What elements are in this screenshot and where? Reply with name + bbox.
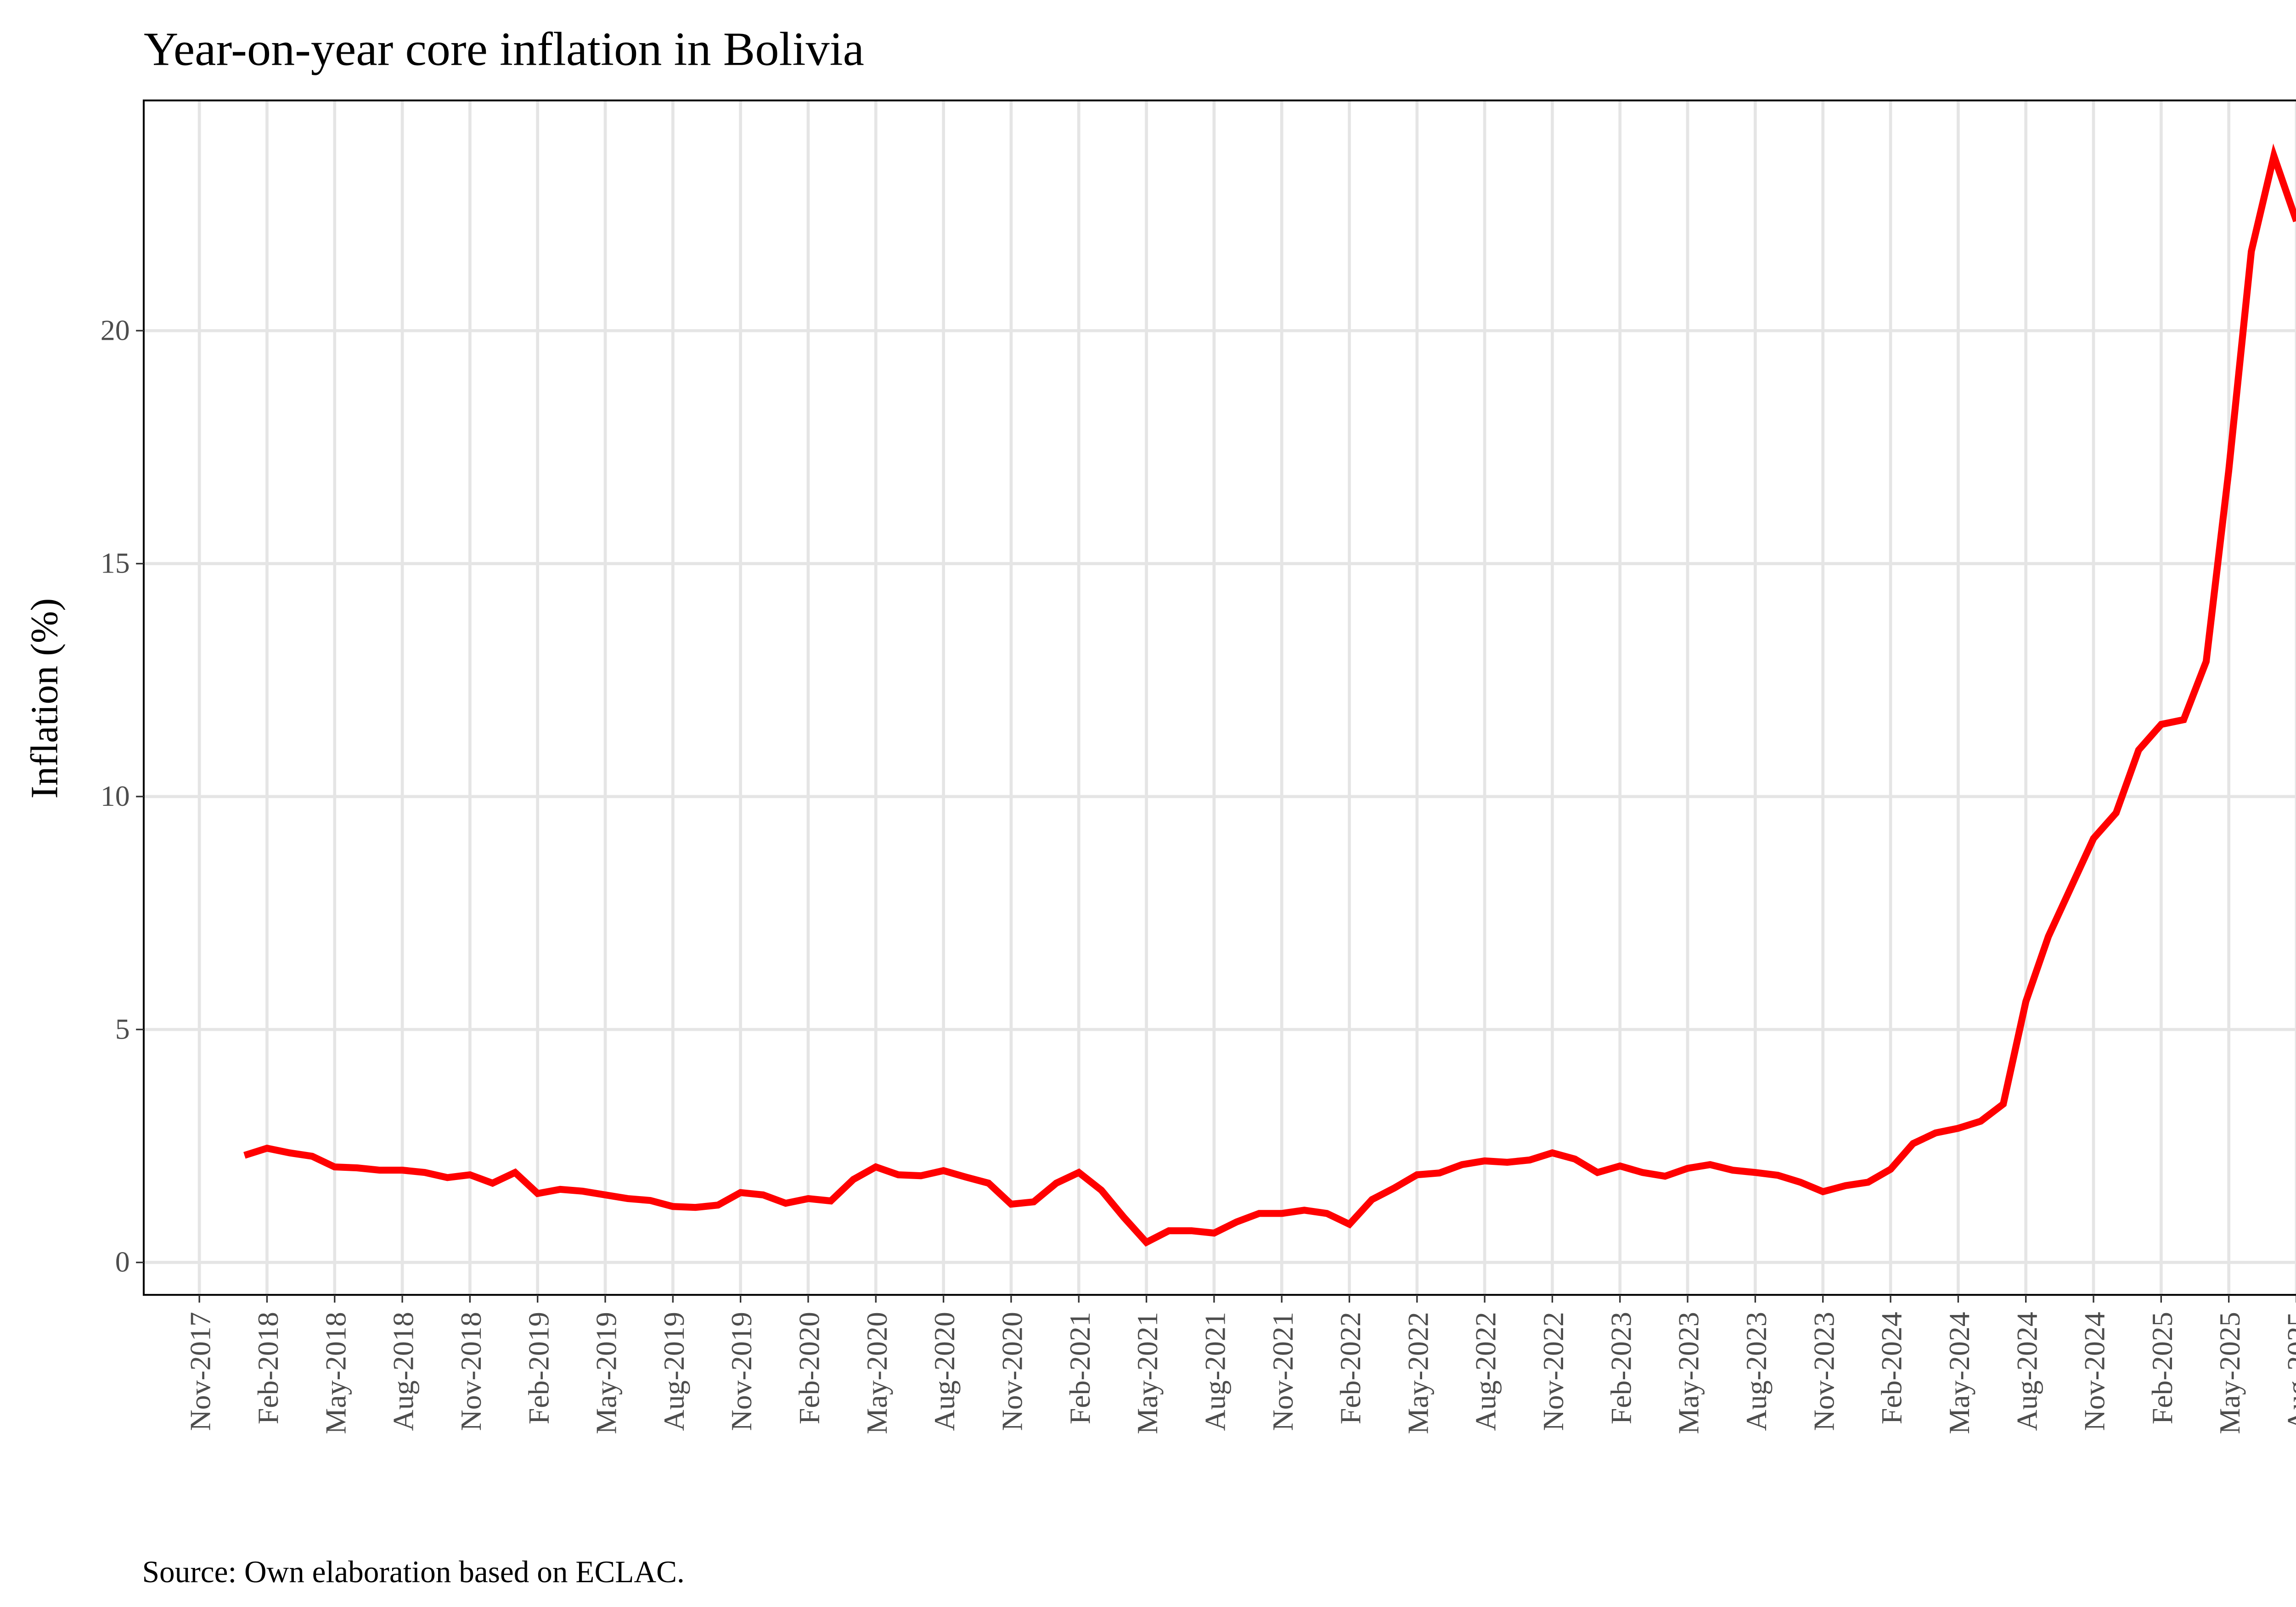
y-tick-label: 5 xyxy=(115,1012,130,1045)
x-tick-label: Feb-2021 xyxy=(1064,1312,1096,1424)
x-tick-label: May-2023 xyxy=(1672,1312,1705,1434)
x-tick-label: Nov-2018 xyxy=(455,1312,487,1431)
data-point xyxy=(898,1174,899,1175)
x-tick-label: May-2025 xyxy=(2213,1312,2246,1434)
y-axis-label: Inflation (%) xyxy=(23,598,66,799)
x-tick-label: May-2024 xyxy=(1943,1312,1975,1434)
y-axis: 0 5 10 15 20 xyxy=(101,314,144,1278)
data-point xyxy=(2093,838,2094,839)
x-tick-label: Feb-2020 xyxy=(793,1312,826,1424)
data-point xyxy=(808,1198,809,1199)
series xyxy=(243,143,2296,1247)
x-tick-label: May-2020 xyxy=(861,1312,893,1434)
data-point xyxy=(1800,1182,1801,1183)
data-point xyxy=(1507,1162,1508,1163)
x-tick-label: Aug-2023 xyxy=(1740,1312,1773,1431)
data-point xyxy=(695,1207,696,1208)
data-point xyxy=(1056,1183,1057,1184)
data-point xyxy=(1417,1174,1418,1175)
x-tick-label: May-2019 xyxy=(590,1312,623,1434)
x-tick-label: Aug-2025 xyxy=(2281,1312,2296,1431)
data-point xyxy=(244,1155,245,1156)
plot-panel-border xyxy=(142,99,2296,1296)
x-tick-label: Nov-2017 xyxy=(184,1312,217,1431)
y-tick-label: 15 xyxy=(101,547,130,579)
data-point xyxy=(1146,1242,1147,1243)
x-tick-label: May-2018 xyxy=(319,1312,352,1434)
x-tick-label: May-2022 xyxy=(1401,1312,1434,1434)
data-point xyxy=(1755,1172,1756,1173)
data-point xyxy=(1349,1224,1350,1225)
x-tick-label: Nov-2024 xyxy=(2078,1312,2111,1431)
x-tick-label: Feb-2019 xyxy=(522,1312,555,1424)
x-tick-label: Nov-2022 xyxy=(1537,1312,1570,1431)
data-point xyxy=(1462,1164,1463,1165)
x-tick-label: Nov-2023 xyxy=(1807,1312,1840,1431)
x-tick-label: Aug-2024 xyxy=(2010,1312,2043,1431)
x-tick-label: Nov-2019 xyxy=(725,1312,758,1431)
data-point xyxy=(943,1170,944,1171)
x-tick-label: Feb-2022 xyxy=(1334,1312,1367,1424)
series-line-core-inflation xyxy=(243,143,2296,1247)
data-point xyxy=(1597,1172,1598,1173)
x-axis: Nov-2017 Feb-2018 May-2018 Aug-2018 Nov-2018… xyxy=(184,1295,2296,1434)
data-point xyxy=(2183,719,2184,720)
x-tick-label: Aug-2022 xyxy=(1469,1312,1502,1431)
x-tick-label: Aug-2018 xyxy=(387,1312,420,1431)
data-point xyxy=(650,1200,651,1201)
x-tick-label: Nov-2020 xyxy=(996,1312,1028,1431)
x-tick-label: Aug-2021 xyxy=(1199,1312,1231,1431)
x-tick-label: Aug-2020 xyxy=(928,1312,961,1431)
data-point xyxy=(537,1193,538,1194)
y-tick-label: 0 xyxy=(115,1246,130,1278)
data-point xyxy=(2228,470,2229,471)
data-point xyxy=(492,1183,493,1184)
data-point xyxy=(1304,1210,1305,1211)
data-point xyxy=(988,1183,989,1184)
x-tick-label: May-2021 xyxy=(1131,1312,1164,1434)
data-point xyxy=(1710,1164,1711,1165)
data-point xyxy=(740,1192,741,1193)
chart-title: Year-on-year core inflation in Bolivia xyxy=(144,22,864,75)
y-tick-label: 20 xyxy=(101,314,130,346)
x-tick-label: Feb-2024 xyxy=(1875,1312,1908,1424)
x-tick-label: Feb-2025 xyxy=(2146,1312,2178,1424)
x-tick-label: Feb-2023 xyxy=(1604,1312,1637,1424)
x-tick-label: Nov-2021 xyxy=(1266,1312,1299,1431)
data-point xyxy=(1101,1190,1102,1191)
y-tick-label: 10 xyxy=(101,780,130,812)
x-tick-label: Feb-2018 xyxy=(252,1312,284,1424)
chart-caption: Source: Own elaboration based on ECLAC. xyxy=(142,1555,685,1589)
grid xyxy=(143,100,2296,1295)
x-tick-label: Aug-2019 xyxy=(658,1312,690,1431)
